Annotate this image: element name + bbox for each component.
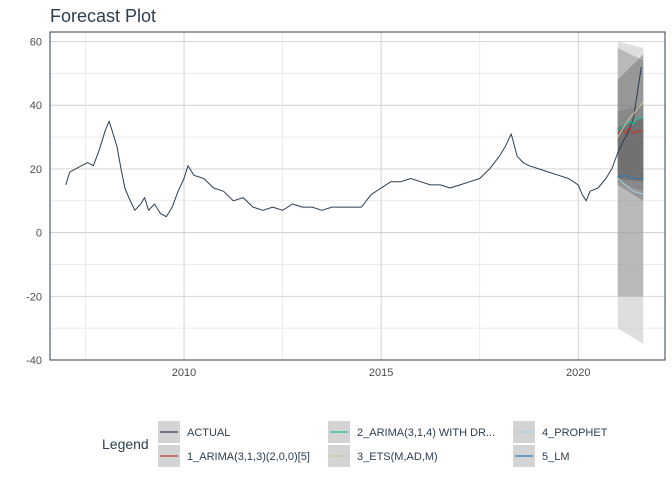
y-tick-label: 60: [30, 37, 42, 49]
plot-border: [49, 31, 666, 361]
legend-label: 4_PROPHET: [542, 427, 608, 439]
legend-label: 1_ARIMA(3,1,3)(2,0,0)[5]: [187, 451, 310, 463]
x-tick-label: 2015: [369, 367, 393, 379]
y-tick-label: -20: [26, 291, 42, 303]
x-tick-label: 2020: [566, 367, 590, 379]
series-line: [617, 174, 644, 179]
y-tick-label: 20: [30, 164, 42, 176]
series-line: [617, 117, 644, 132]
series-line: [617, 178, 644, 195]
y-tick-label: 0: [36, 228, 42, 240]
series-line: [617, 101, 644, 138]
legend-title: Legend: [102, 436, 149, 452]
series-line: [65, 66, 642, 218]
legend-label: ACTUAL: [187, 427, 230, 439]
confidence-band: [617, 117, 644, 182]
y-tick-label: -40: [26, 355, 42, 367]
axes: 60 40 20 0 -20 -40 2010 2015 2020: [26, 31, 666, 379]
series-lines: [65, 66, 644, 218]
grid: [50, 32, 665, 361]
x-tick-label: 2010: [172, 367, 196, 379]
legend-label: 5_LM: [542, 451, 570, 463]
chart-title: Forecast Plot: [50, 6, 157, 26]
legend-label: 2_ARIMA(3,1,4) WITH DR...: [357, 427, 495, 439]
legend: Legend ACTUAL 1_ARIMA(3,1,3)(2,0,0)[5] 2_AR…: [102, 421, 608, 467]
y-tick-label: 40: [30, 100, 42, 112]
legend-label: 3_ETS(M,AD,M): [357, 451, 438, 463]
